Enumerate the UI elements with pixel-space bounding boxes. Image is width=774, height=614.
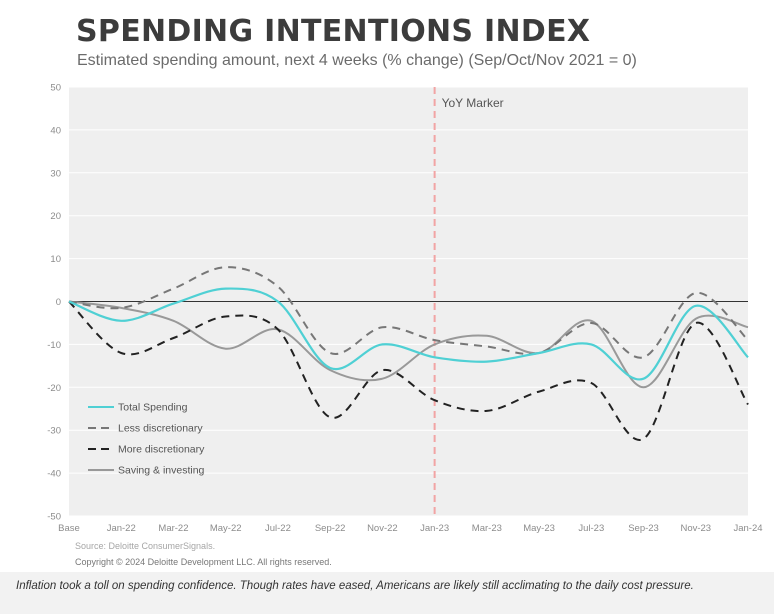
x-tick-label: Jul-22	[265, 523, 291, 534]
x-tick-label: May-22	[210, 523, 242, 534]
x-tick-label: Jan-22	[107, 523, 136, 534]
y-tick-label: 10	[50, 254, 61, 265]
series-lines	[68, 266, 749, 441]
y-tick-label: -10	[47, 340, 61, 351]
series-line-saving	[68, 300, 749, 389]
series-line-total	[68, 287, 749, 381]
chart-title: SPENDING INTENTIONS INDEX	[76, 14, 591, 49]
series-line-more	[68, 300, 749, 441]
source-note: Source: Deloitte ConsumerSignals.	[75, 541, 215, 551]
x-tick-label: Mar-22	[158, 523, 188, 534]
y-tick-label: 50	[50, 83, 61, 94]
line-chart: 50 40 30 20 10 0 -10 -20 -30 -40 -50 Base Jan-22 Mar…	[47, 83, 762, 568]
y-tick-label: 30	[50, 168, 61, 179]
y-tick-label: 40	[50, 125, 61, 136]
x-tick-label: Base	[58, 523, 80, 534]
chart-card: SPENDING INTENTIONS INDEX Estimated spen…	[47, 14, 763, 568]
y-tick-label: 0	[56, 297, 61, 308]
x-tick-label: Sep-23	[628, 523, 659, 534]
legend-label-less: Less discretionary	[118, 423, 203, 435]
y-tick-label: 20	[50, 211, 61, 222]
x-tick-label: Sep-22	[315, 523, 346, 534]
yoy-marker-label: YoY Marker	[442, 96, 504, 110]
x-tick-label: May-23	[523, 523, 555, 534]
caption-text: Inflation took a toll on spending confid…	[16, 580, 694, 592]
legend: Total Spending Less discretionary More dis…	[88, 402, 205, 477]
legend-label-total: Total Spending	[118, 402, 188, 414]
legend-label-more: More discretionary	[118, 444, 205, 456]
copyright-note: Copyright © 2024 Deloitte Development LL…	[75, 557, 332, 567]
y-tick-label: -20	[47, 383, 61, 394]
x-axis-ticks: Base Jan-22 Mar-22 May-22 Jul-22 Sep-22 Nov-22…	[58, 523, 762, 534]
x-tick-label: Nov-22	[367, 523, 398, 534]
x-tick-label: Nov-23	[680, 523, 711, 534]
caption-box: Inflation took a toll on spending confid…	[0, 572, 774, 614]
y-tick-label: -30	[47, 426, 61, 437]
x-tick-label: Jul-23	[578, 523, 604, 534]
y-axis-ticks: 50 40 30 20 10 0 -10 -20 -30 -40 -50	[47, 83, 61, 523]
x-tick-label: Mar-23	[472, 523, 502, 534]
y-tick-label: -40	[47, 469, 61, 480]
y-tick-label: -50	[47, 512, 61, 523]
legend-label-saving: Saving & investing	[118, 465, 205, 477]
chart-subtitle: Estimated spending amount, next 4 weeks …	[77, 52, 637, 69]
x-tick-label: Jan-24	[733, 523, 762, 534]
x-tick-label: Jan-23	[420, 523, 449, 534]
